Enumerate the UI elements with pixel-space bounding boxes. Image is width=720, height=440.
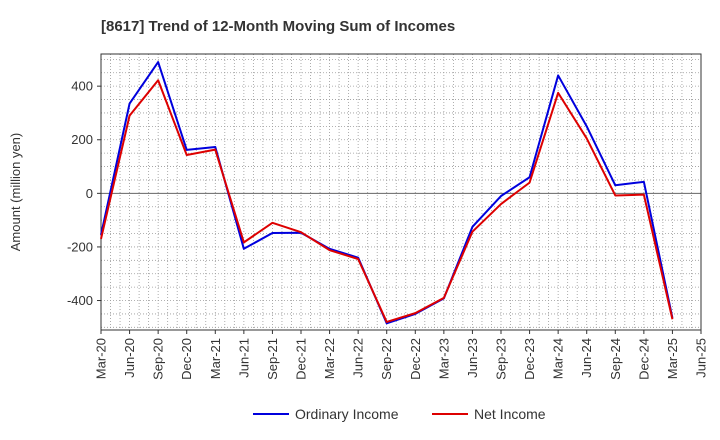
y-axis-label: Amount (million yen) [8, 133, 23, 252]
x-tick-label: Mar-20 [94, 338, 109, 379]
series-line-net-income [100, 79, 674, 323]
x-tick-label: Mar-22 [322, 338, 337, 379]
x-tick-label: Mar-25 [665, 338, 680, 379]
x-tick-label: Sep-21 [265, 338, 280, 380]
x-tick-label: Jun-22 [351, 338, 366, 378]
x-tick-label: Sep-23 [494, 338, 509, 380]
plot-frame [100, 53, 702, 331]
grid [101, 54, 701, 330]
x-tick-label: Mar-24 [551, 338, 566, 379]
chart-title: [8617] Trend of 12-Month Moving Sum of I… [101, 18, 455, 35]
series-line-ordinary-income [100, 61, 674, 325]
x-tick-label: Sep-20 [151, 338, 166, 380]
x-tick-label: Dec-22 [408, 338, 423, 380]
x-tick-label: Dec-21 [294, 338, 309, 380]
x-tick-label: Sep-24 [608, 338, 623, 380]
x-tick-label: Mar-23 [436, 338, 451, 379]
legend-label: Net Income [474, 406, 546, 422]
x-tick-label: Mar-21 [208, 338, 223, 379]
y-axis-ticks: -400 -200 0 200 400 [67, 79, 101, 308]
x-tick-label: Jun-25 [694, 338, 709, 378]
legend-label: Ordinary Income [295, 406, 399, 422]
x-tick-label: Jun-21 [236, 338, 251, 378]
x-tick-label: Dec-20 [179, 338, 194, 380]
x-tick-label: Jun-23 [465, 338, 480, 378]
legend: Ordinary Income Net Income [253, 406, 546, 422]
x-tick-label: Dec-23 [522, 338, 537, 380]
y-tick-label: -400 [67, 293, 93, 308]
y-tick-label: -200 [67, 239, 93, 254]
x-tick-label: Jun-20 [122, 338, 137, 378]
x-tick-label: Dec-24 [636, 338, 651, 380]
y-tick-label: 200 [71, 132, 93, 147]
x-axis-ticks: Mar-20 Jun-20 Sep-20 Dec-20 Mar-21 Jun-21 Sep-… [94, 330, 709, 380]
y-tick-label: 0 [86, 186, 93, 201]
y-tick-label: 400 [71, 79, 93, 94]
series-lines [100, 61, 674, 325]
x-tick-label: Jun-24 [579, 338, 594, 378]
x-tick-label: Sep-22 [379, 338, 394, 380]
